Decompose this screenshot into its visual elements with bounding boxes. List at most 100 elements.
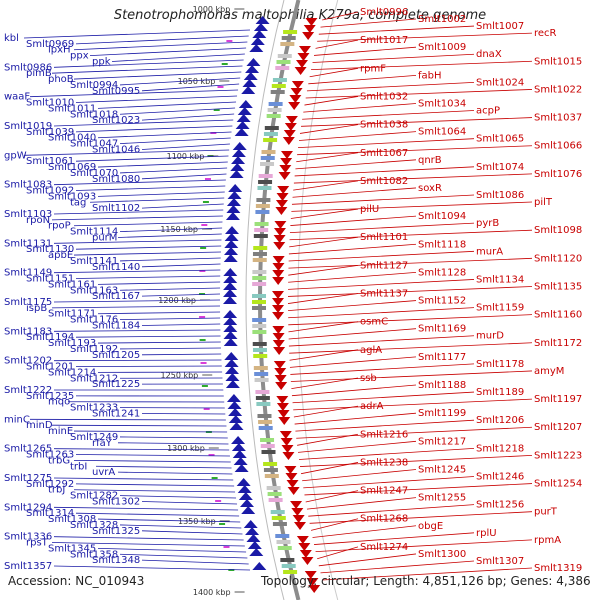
right-leader-line [315,539,533,553]
right-gene-label: Smlt1217 [418,436,466,447]
left-leader-line [95,465,232,469]
feature-box [271,84,286,88]
right-gene-label: Smlt1274 [360,542,408,553]
feature-box [253,234,268,238]
left-leader-line [75,512,240,517]
forward-gene-arrow [226,394,241,402]
right-leader-line [295,419,475,432]
forward-gene-arrow [233,457,248,465]
right-leader-line [291,201,533,212]
reverse-gene-arrow [272,263,285,271]
right-gene-label: Smlt1034 [418,98,466,109]
right-leader-line [288,307,475,319]
marker [217,86,224,88]
left-leader-line [51,305,221,309]
left-gene-label: Smlt1141 [70,256,118,267]
marker [199,293,206,295]
left-gene-label: Smlt1176 [70,315,118,326]
left-leader-line [97,131,232,139]
reverse-gene-arrow [274,221,287,229]
reverse-gene-arrow [275,200,288,208]
left-gene-label: Smlt1214 [48,367,96,378]
right-leader-line [288,272,417,283]
marker [199,339,206,341]
feature-box [277,54,292,58]
scale-label: 1050 kbp [178,77,216,86]
right-gene-label: Smlt1255 [418,493,466,504]
right-leader-line [302,469,417,482]
left-leader-line [141,143,230,150]
reverse-gene-arrow [279,165,292,173]
feature-box [257,414,272,418]
feature-box [264,126,279,130]
reverse-gene-arrow [308,585,321,593]
right-gene-label: murD [476,331,504,342]
feature-box [252,330,267,334]
forward-gene-arrow [236,114,251,122]
feature-box [276,60,291,64]
marker [203,408,210,410]
left-leader-line [73,489,236,493]
forward-gene-arrow [224,233,239,241]
right-leader-line [297,433,359,446]
left-leader-line [53,179,226,186]
reverse-gene-arrow [273,242,286,250]
left-gene-label: Smlt1357 [4,561,52,572]
left-gene-label: Smlt1183 [4,326,52,337]
left-gene-label: Smlt1011 [48,103,96,114]
right-leader-line [301,117,533,127]
right-gene-label: Smlt1064 [418,127,466,138]
feature-box [263,138,278,142]
feature-box [266,486,281,490]
right-leader-line [309,67,359,78]
marker [213,109,220,111]
right-gene-label: Smlt0996 [360,7,408,18]
left-leader-line [53,477,234,481]
reverse-gene-arrow [297,53,310,61]
feature-box [253,366,268,370]
feature-box [252,276,267,280]
right-leader-line [288,257,533,269]
feature-box [252,342,267,346]
left-leader-line [53,239,222,244]
left-gene-label: uvrA [92,467,115,478]
right-gene-label: Smlt1067 [360,148,408,159]
right-gene-label: rpmF [360,63,386,74]
left-leader-line [119,553,248,559]
right-gene-label: Smlt1094 [418,211,466,222]
feature-box [252,300,266,304]
reverse-gene-arrow [288,102,301,110]
right-gene-label: Smlt1065 [476,134,524,145]
left-leader-line [53,329,221,332]
forward-gene-arrow [231,436,246,444]
feature-box [260,438,275,442]
left-leader-line [73,71,242,80]
right-gene-label: Smlt1076 [534,169,582,180]
right-leader-line [289,229,533,241]
reverse-gene-arrow [294,67,307,75]
reverse-gene-arrow [285,473,298,481]
feature-box [253,246,268,250]
right-gene-label: Smlt1009 [418,42,466,53]
right-gene-label: Smlt1015 [534,56,582,67]
left-gene-label: Smlt1039 [26,127,74,138]
right-leader-line [297,145,533,156]
right-leader-line [317,32,533,42]
left-leader-line [97,161,228,168]
left-gene-label: Smlt1241 [92,408,140,419]
left-gene-label: Smlt1010 [26,98,74,109]
right-leader-line [294,412,417,425]
feature-box [270,90,285,94]
forward-gene-arrow [224,359,239,367]
right-gene-label: rplU [476,528,497,539]
right-gene-label: Smlt1206 [476,415,524,426]
right-gene-label: aglA [360,345,382,356]
reverse-gene-arrow [272,291,285,299]
forward-gene-arrow [236,478,251,486]
scale-label: 1250 kbp [161,371,199,380]
right-gene-label: Smlt1120 [534,253,582,264]
left-gene-label: Smlt1249 [70,432,118,443]
right-leader-line [311,60,533,71]
right-gene-label: Smlt1319 [534,563,582,574]
left-leader-line [23,149,230,156]
